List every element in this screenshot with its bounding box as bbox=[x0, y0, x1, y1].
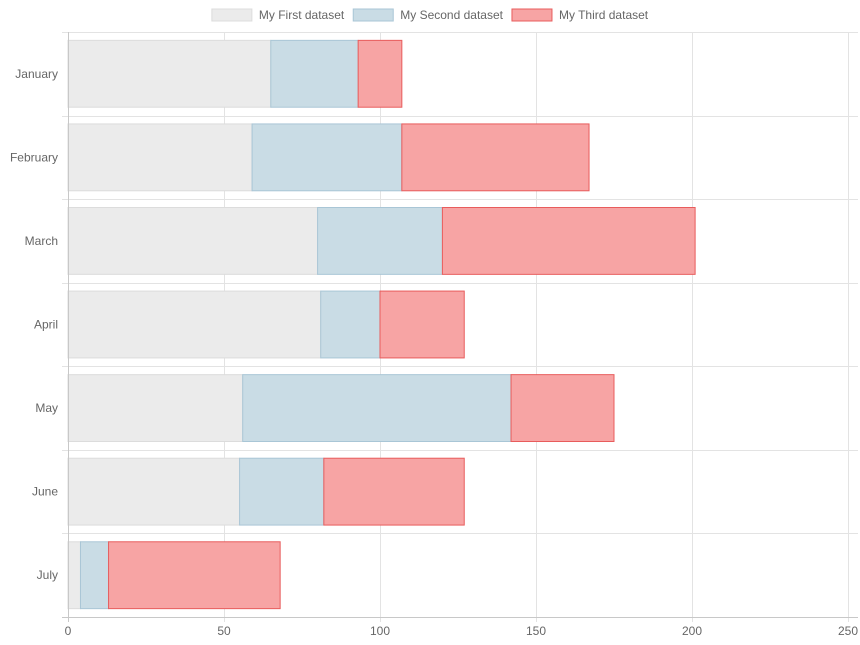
legend[interactable]: My First dataset My Second dataset My Thir… bbox=[211, 8, 649, 22]
bar-july-series-1 bbox=[67, 541, 81, 610]
legend-item[interactable]: My First dataset bbox=[211, 8, 345, 22]
bar-february-series-2 bbox=[251, 123, 403, 192]
bar-may-series-2 bbox=[242, 374, 512, 442]
bar-june-series-3 bbox=[323, 457, 465, 526]
legend-label: My Second dataset bbox=[400, 8, 503, 22]
x-tick-label: 100 bbox=[370, 624, 390, 638]
y-tick-label: April bbox=[34, 318, 58, 332]
x-axis-labels: 0 50 100 150 200 250 bbox=[65, 624, 859, 638]
legend-swatch bbox=[352, 8, 394, 22]
bar-may-series-3 bbox=[510, 374, 615, 442]
axes bbox=[62, 32, 858, 622]
bar-april-series-3 bbox=[379, 290, 465, 359]
bar-april-series-2 bbox=[320, 290, 381, 359]
bar-june-series-2 bbox=[239, 457, 325, 526]
bar-march-series-2 bbox=[317, 207, 443, 275]
legend-label: My First dataset bbox=[259, 8, 345, 22]
bar-january-series-1 bbox=[67, 39, 272, 108]
y-tick-label: February bbox=[10, 150, 58, 164]
bar-june-series-1 bbox=[67, 457, 241, 526]
bar-february-series-1 bbox=[67, 123, 253, 192]
bar-july-series-2 bbox=[79, 541, 110, 610]
bar-january-series-2 bbox=[270, 39, 359, 108]
x-tick-label: 250 bbox=[838, 624, 858, 638]
bar-february-series-3 bbox=[401, 123, 590, 192]
x-tick-label: 200 bbox=[682, 624, 702, 638]
y-tick-label: June bbox=[32, 485, 58, 499]
x-tick-label: 50 bbox=[217, 624, 231, 638]
x-tick-label: 150 bbox=[526, 624, 546, 638]
bar-march-series-1 bbox=[67, 207, 319, 275]
bar-april-series-1 bbox=[67, 290, 322, 359]
x-tick-label: 0 bbox=[65, 624, 72, 638]
y-tick-label: May bbox=[35, 401, 58, 415]
legend-item[interactable]: My Third dataset bbox=[511, 8, 649, 22]
bars bbox=[67, 39, 696, 610]
bar-january-series-3 bbox=[357, 39, 403, 108]
bar-july-series-3 bbox=[108, 541, 281, 610]
legend-swatch bbox=[511, 8, 553, 22]
bar-march-series-3 bbox=[441, 207, 696, 275]
legend-swatch bbox=[211, 8, 253, 22]
legend-item[interactable]: My Second dataset bbox=[352, 8, 504, 22]
y-tick-label: July bbox=[37, 568, 58, 582]
y-tick-label: January bbox=[15, 67, 58, 81]
bar-may-series-1 bbox=[67, 374, 244, 442]
y-tick-label: March bbox=[25, 234, 58, 248]
y-axis-labels: January February March April May June July bbox=[10, 67, 58, 582]
legend-label: My Third dataset bbox=[559, 8, 649, 22]
